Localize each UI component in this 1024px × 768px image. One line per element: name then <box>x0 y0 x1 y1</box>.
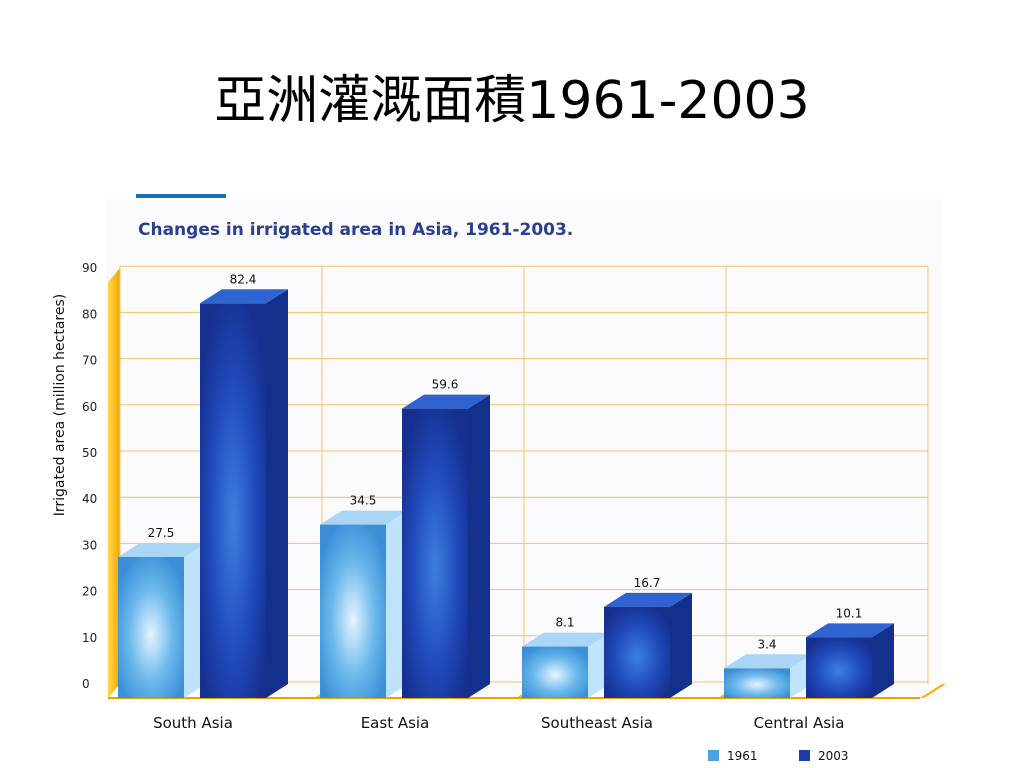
category-label-0: South Asia <box>153 714 233 732</box>
data-labels: 27.5 34.5 8.1 3.4 82.4 59.6 16.7 10.1 <box>148 272 863 651</box>
bar-top-2003-2 <box>604 592 692 607</box>
floor-wedge-3 <box>920 684 946 698</box>
bars <box>118 289 894 698</box>
y-tick-label-20: 20 <box>82 585 97 599</box>
y-tick-label-0: 0 <box>82 677 90 691</box>
chart-title: Changes in irrigated area in Asia, 1961-… <box>138 220 573 240</box>
bar-1961-0 <box>118 542 206 698</box>
bar-front-2003-2 <box>604 606 670 698</box>
bar-2003-1 <box>402 394 490 698</box>
bar-front-2003-3 <box>806 637 872 698</box>
data-label-2003-3: 10.1 <box>836 606 863 620</box>
y-tick-label-90: 90 <box>82 261 97 275</box>
data-label-2003-1: 59.6 <box>432 378 459 392</box>
y-axis-ticks: 0 10 20 30 40 50 60 70 80 90 <box>82 261 97 691</box>
bar-top-2003-0 <box>200 289 288 304</box>
bar-1961-2 <box>522 632 610 698</box>
bar-top-1961-2 <box>522 632 610 647</box>
category-labels: South Asia East Asia Southeast Asia Central… <box>153 714 844 732</box>
bar-2003-3 <box>806 623 894 698</box>
legend-swatch-2003 <box>799 750 810 761</box>
y-tick-label-50: 50 <box>82 446 97 460</box>
category-label-1: East Asia <box>361 714 430 732</box>
bar-2003-2 <box>604 592 692 698</box>
y-tick-label-40: 40 <box>82 492 97 506</box>
chart-panel-accent <box>136 194 226 198</box>
y-tick-label-60: 60 <box>82 400 97 414</box>
data-label-2003-2: 16.7 <box>634 576 661 590</box>
bar-top-1961-0 <box>118 542 206 557</box>
legend-label-2003: 2003 <box>818 749 849 763</box>
data-label-2003-0: 82.4 <box>230 272 257 286</box>
data-label-1961-2: 8.1 <box>555 616 574 630</box>
bar-2003-0 <box>200 289 288 698</box>
bar-front-1961-2 <box>522 646 588 698</box>
chart-wall <box>108 268 120 698</box>
bar-front-1961-0 <box>118 556 184 698</box>
y-tick-label-30: 30 <box>82 538 97 552</box>
bar-1961-1 <box>320 510 408 698</box>
y-axis-label: Irrigated area (million hectares) <box>52 294 68 516</box>
bar-side-2003-2 <box>670 592 692 698</box>
bar-top-1961-3 <box>724 654 812 669</box>
y-tick-label-70: 70 <box>82 354 97 368</box>
bar-front-1961-1 <box>320 524 386 698</box>
legend-swatch-1961 <box>708 750 719 761</box>
data-label-1961-3: 3.4 <box>757 637 776 651</box>
y-tick-label-80: 80 <box>82 307 97 321</box>
bar-top-2003-3 <box>806 623 894 638</box>
data-label-1961-1: 34.5 <box>350 494 377 508</box>
legend-label-1961: 1961 <box>727 749 758 763</box>
legend: 1961 2003 <box>708 749 849 763</box>
bar-1961-3 <box>724 654 812 698</box>
slide-title: 亞洲灌溉面積1961-2003 <box>214 71 810 131</box>
bar-top-2003-1 <box>402 394 490 409</box>
bar-side-2003-1 <box>468 394 490 698</box>
bar-side-2003-0 <box>266 289 288 698</box>
bar-front-1961-3 <box>724 668 790 698</box>
bar-front-2003-0 <box>200 303 266 698</box>
bar-front-2003-1 <box>402 408 468 698</box>
data-label-1961-0: 27.5 <box>148 526 175 540</box>
category-label-3: Central Asia <box>754 714 845 732</box>
y-tick-label-10: 10 <box>82 631 97 645</box>
bar-side-2003-3 <box>872 623 894 698</box>
bar-top-1961-1 <box>320 510 408 525</box>
category-label-2: Southeast Asia <box>541 714 653 732</box>
